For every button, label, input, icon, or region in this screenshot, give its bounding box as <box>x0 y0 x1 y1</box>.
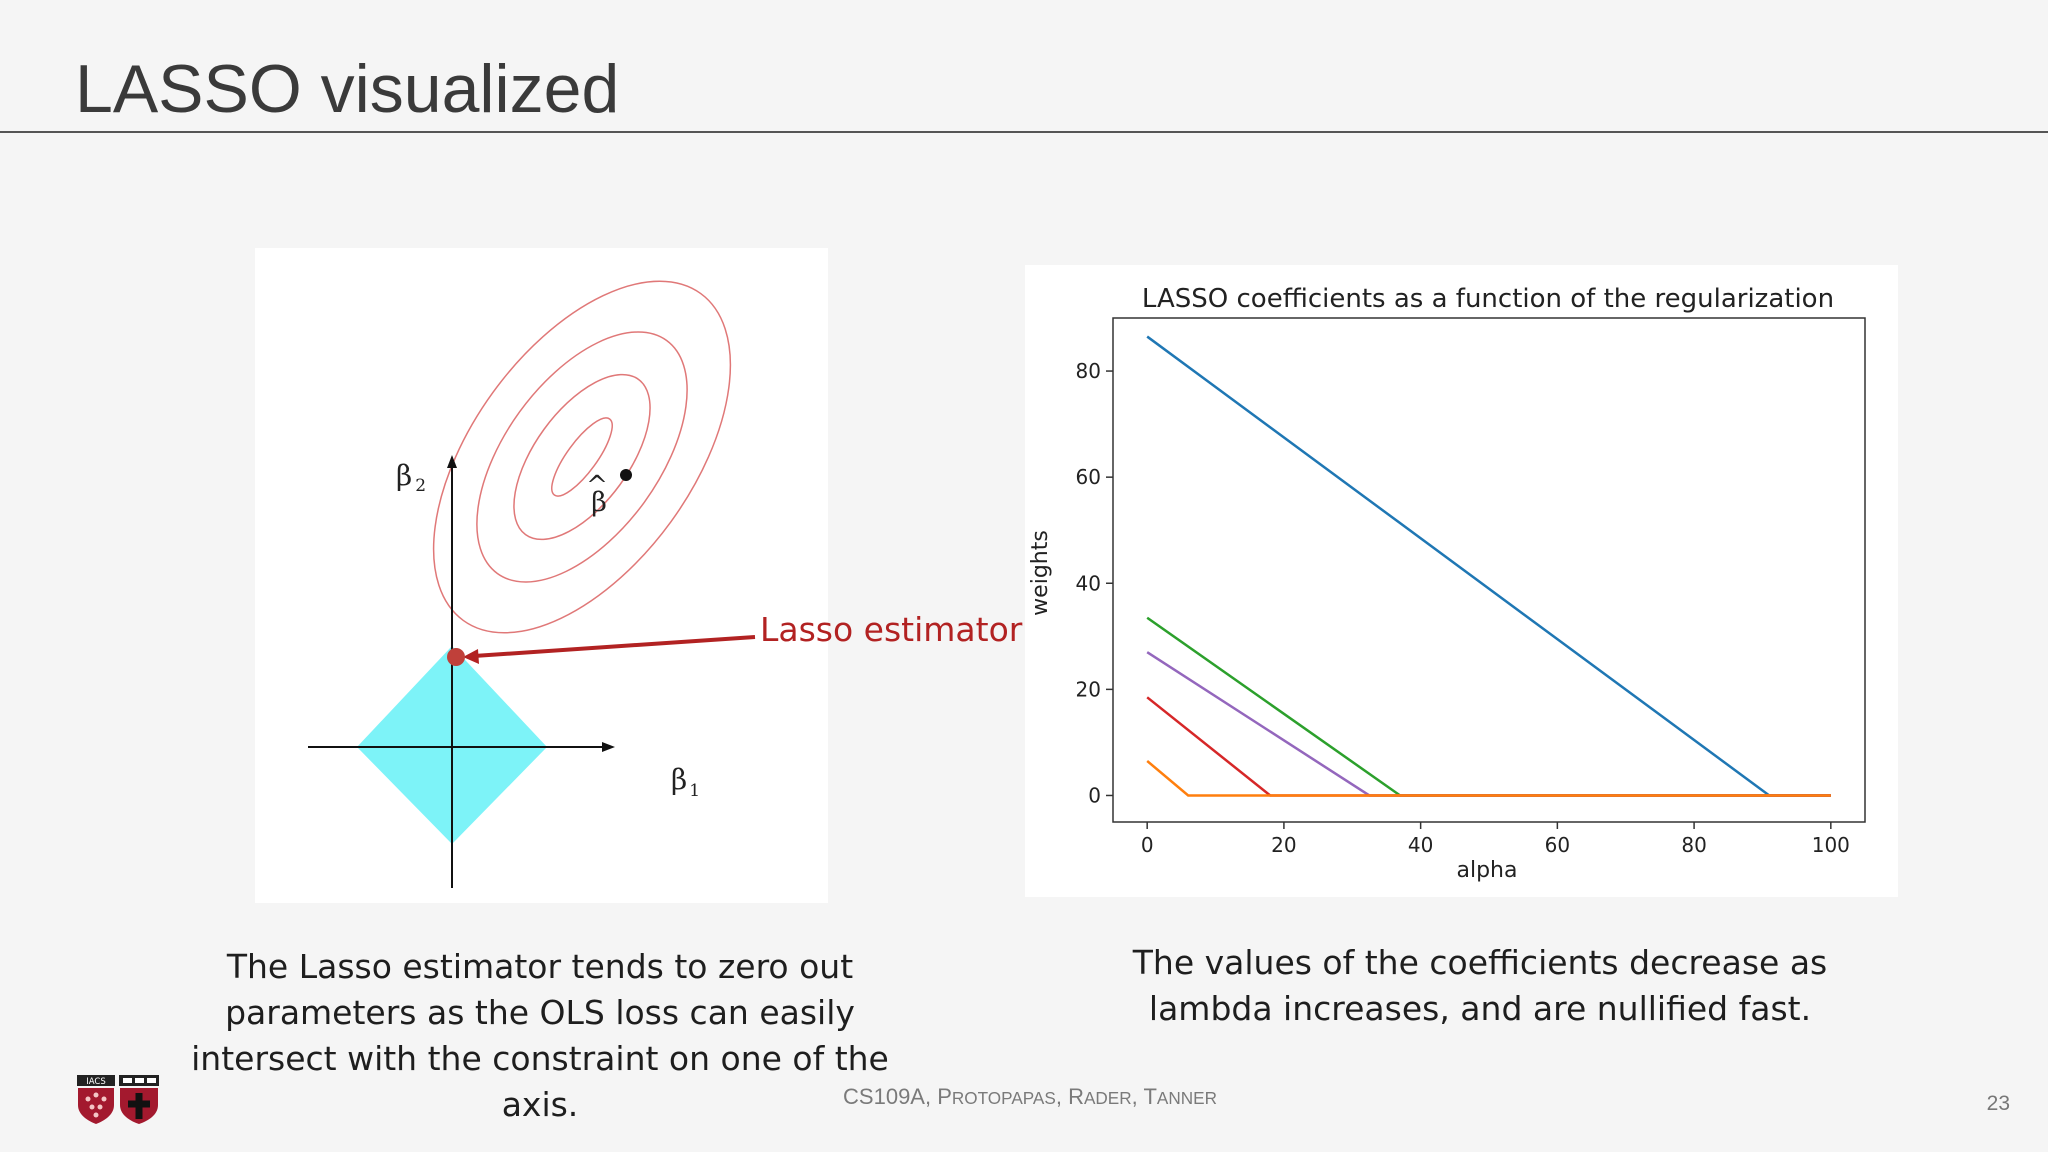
loss-contour-3 <box>476 331 688 583</box>
series-line-4 <box>1146 696 1831 797</box>
y-tick-label-20: 20 <box>1076 677 1101 701</box>
x-tick-label-60: 60 <box>1545 833 1570 857</box>
ols-estimate-point <box>620 469 632 481</box>
series-line-3 <box>1146 651 1831 797</box>
x-tick-label-80: 80 <box>1681 833 1706 857</box>
beta2-axis-arrow <box>447 455 457 468</box>
caption-right: The values of the coefficients decrease … <box>1132 943 1828 1028</box>
page-number: 23 <box>1986 1092 2010 1115</box>
x-axis-label: alpha <box>1457 858 1518 883</box>
x-tick-label-20: 20 <box>1271 833 1296 857</box>
footer-course: CS109A, PROTOPAPAS, RADER, TANNER <box>843 1084 1217 1109</box>
beta-hat-accent: ^ <box>586 471 608 501</box>
series-line-5 <box>1146 760 1831 797</box>
loss-contour-2 <box>513 373 651 541</box>
y-tick-label-80: 80 <box>1076 359 1101 383</box>
ols-loss-contours <box>432 280 732 634</box>
loss-contour-4 <box>432 280 732 634</box>
beta1-axis-arrow <box>602 742 615 752</box>
svg-text:IACS: IACS <box>86 1077 106 1087</box>
lasso-coefficients-chart: LASSO coefficients as a function of the … <box>1025 265 1898 897</box>
slide-title: LASSO visualized <box>75 51 620 127</box>
series-layer <box>1146 335 1831 797</box>
harvard-seas-logo <box>119 1075 159 1124</box>
loss-contour-1 <box>551 417 613 497</box>
title-divider <box>0 131 2048 133</box>
y-axis: 0 20 40 60 80 <box>1076 359 1113 807</box>
series-line-2 <box>1146 616 1831 797</box>
y-tick-label-60: 60 <box>1076 465 1101 489</box>
x-tick-label-40: 40 <box>1408 833 1433 857</box>
y-tick-label-40: 40 <box>1076 571 1101 595</box>
logos: IACS <box>76 1075 162 1125</box>
plot-frame <box>1112 317 1866 823</box>
iacs-logo: IACS <box>77 1075 115 1124</box>
y-axis-label: weights <box>1028 530 1053 616</box>
x-tick-label-0: 0 <box>1141 833 1154 857</box>
series-line-1 <box>1146 335 1831 797</box>
beta-hat-label: β <box>591 487 607 518</box>
chart-title: LASSO coefficients as a function of the … <box>1142 284 1834 314</box>
x-axis: 0 20 40 60 80 100 <box>1141 822 1850 857</box>
chart-svg: LASSO coefficients as a function of the … <box>1028 284 1866 883</box>
logo-shields: IACS <box>77 1075 159 1124</box>
caption-left: The Lasso estimator tends to zero out pa… <box>191 947 889 1124</box>
y-tick-label-0: 0 <box>1088 783 1101 807</box>
x-tick-label-100: 100 <box>1812 833 1850 857</box>
